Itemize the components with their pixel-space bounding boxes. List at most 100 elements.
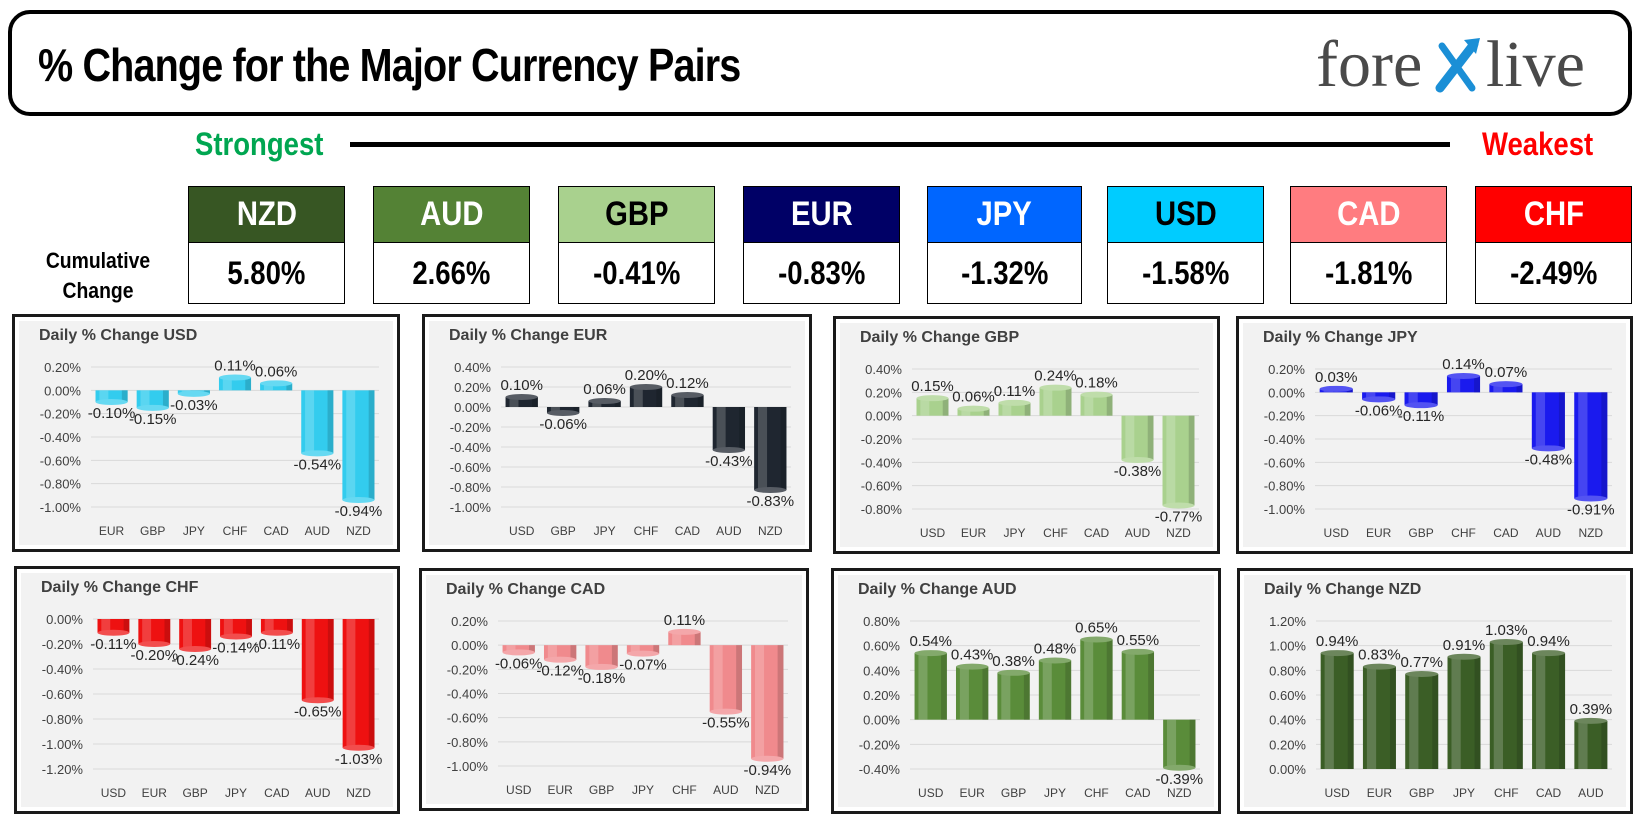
x-tick-label: NZD [1166, 526, 1191, 540]
y-tick-label: -0.40% [1264, 432, 1306, 447]
bar-shadow [529, 645, 535, 653]
x-tick-label: USD [918, 786, 944, 800]
bar-highlight [1084, 394, 1094, 416]
bar-usd [502, 645, 535, 656]
bar-shadow [327, 619, 334, 701]
x-tick-label: JPY [183, 524, 205, 538]
x-tick-label: AUD [716, 524, 742, 538]
data-label: 0.18% [1075, 375, 1118, 392]
bar-aud [712, 407, 746, 453]
bar-shadow [983, 408, 990, 416]
x-tick-label: JPY [225, 786, 247, 800]
bar-highlight [630, 645, 640, 654]
x-tick-label: JPY [1453, 786, 1475, 800]
rank-tile-currency: CHF [1476, 187, 1631, 243]
data-label: -0.18% [578, 670, 626, 687]
x-tick-label: CHF [223, 524, 248, 538]
data-label: 0.94% [1316, 633, 1359, 650]
x-tick-label: EUR [1367, 786, 1393, 800]
bar-shadow [1147, 415, 1154, 460]
bar-shadow [1516, 384, 1523, 393]
bar-highlight [1084, 639, 1094, 720]
y-tick-label: 0.00% [44, 383, 81, 398]
y-tick-label: 0.00% [863, 713, 900, 728]
bar-cap [177, 390, 210, 397]
data-label: 0.10% [500, 377, 543, 394]
y-tick-label: 0.40% [865, 362, 902, 377]
bar-shadow [941, 653, 947, 720]
x-tick-label: CAD [1084, 526, 1110, 540]
strongest-label: Strongest [195, 126, 324, 162]
forexlive-logo: fore live [1316, 28, 1586, 101]
bar-cap [342, 497, 375, 503]
bar-body [957, 408, 990, 416]
x-tick-label: JPY [1003, 526, 1025, 540]
data-label: 0.07% [1485, 364, 1528, 381]
rank-tile-eur: EUR -0.83% [743, 186, 900, 304]
y-tick-label: -0.20% [40, 407, 82, 422]
bar-highlight [675, 395, 685, 407]
bar-nzd [1162, 415, 1195, 509]
bar-shadow [1189, 719, 1196, 768]
bar-shadow [1474, 656, 1481, 769]
y-tick-label: -1.00% [450, 500, 492, 515]
rank-tile-usd: USD -1.58% [1107, 186, 1264, 304]
chart-title: Daily % Change GBP [860, 329, 1020, 346]
bar-cad [671, 392, 704, 407]
bar-highlight [1450, 376, 1461, 393]
bar-cap [957, 405, 990, 412]
bar-gbp [179, 619, 212, 652]
bar-cap [998, 399, 1031, 406]
bar-highlight [959, 666, 969, 720]
bar-cap [629, 384, 663, 390]
y-tick-label: 0.00% [454, 400, 491, 415]
data-label: -0.24% [171, 652, 219, 669]
data-label: -0.10% [88, 405, 136, 422]
data-label: -0.39% [1156, 771, 1204, 788]
bar-usd [1319, 385, 1353, 393]
y-tick-label: 0.20% [863, 688, 900, 703]
bar-shadow [570, 645, 577, 660]
data-label: -0.43% [705, 453, 753, 470]
bar-shadow [287, 619, 293, 633]
y-tick-label: 0.80% [1269, 663, 1306, 678]
rank-tile-currency: NZD [189, 187, 344, 243]
y-tick-label: -0.20% [42, 637, 84, 652]
bar-shadow [368, 619, 375, 748]
bar-cap [220, 633, 252, 640]
data-label: 0.11% [994, 383, 1035, 400]
bar-eur [138, 619, 171, 647]
bar-chf [629, 384, 663, 407]
x-tick-label: AUD [1125, 526, 1151, 540]
bar-gbp [585, 645, 618, 670]
x-tick-label: CAD [1125, 786, 1151, 800]
y-tick-label: -0.20% [450, 420, 492, 435]
data-label: 0.03% [1315, 369, 1358, 386]
data-label: 0.24% [1034, 368, 1077, 385]
bar-highlight [961, 408, 971, 416]
data-label: 0.48% [1034, 640, 1077, 657]
bar-chart: 0.00% -0.20% -0.40% -0.60% -0.80% -1.00% -1.20… [42, 612, 383, 800]
bar-highlight [346, 619, 356, 748]
y-tick-label: 0.80% [863, 614, 900, 629]
data-label: -0.11% [1398, 408, 1444, 425]
bar-usd [1320, 650, 1354, 769]
bar-cad [260, 380, 293, 391]
data-label: -0.94% [744, 762, 792, 779]
y-tick-label: -0.80% [40, 477, 82, 492]
svg-text:fore: fore [1316, 28, 1422, 100]
bar-chart: 0.40% 0.20% 0.00% -0.20% -0.40% -0.60% -0.80% -… [450, 360, 794, 538]
rank-tile-currency: JPY [928, 187, 1081, 243]
bar-cap [342, 744, 375, 751]
bar-highlight [1043, 387, 1053, 416]
bar-cap [543, 656, 577, 663]
bar-shadow [739, 407, 746, 450]
rank-tile-chf: CHF -2.49% [1475, 186, 1632, 304]
data-label: 0.39% [1570, 701, 1613, 718]
bar-highlight [918, 653, 928, 720]
bar-chf [1039, 384, 1072, 416]
data-label: 0.94% [1527, 633, 1570, 650]
bar-cap [1447, 653, 1481, 660]
y-tick-label: -0.20% [1264, 409, 1306, 424]
bar-cap [671, 392, 704, 398]
